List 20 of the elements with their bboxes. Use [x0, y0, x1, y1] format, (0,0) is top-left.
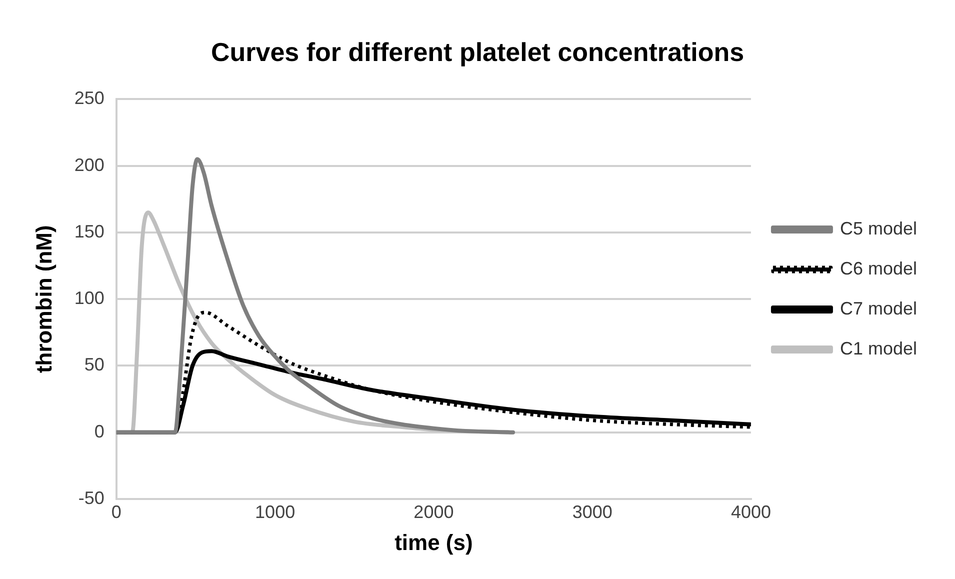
- x-tick-label: 1000: [255, 502, 296, 522]
- y-tick-label: 0: [94, 421, 104, 442]
- legend-label: C1 model: [840, 338, 918, 358]
- chart-title: Curves for different platelet concentrations: [210, 36, 744, 67]
- x-tick-label: 3000: [572, 502, 612, 522]
- x-tick-label: 4000: [730, 502, 771, 522]
- y-tick-label: 150: [74, 221, 104, 242]
- y-tick-label: -50: [78, 488, 104, 508]
- legend-label: C6 model: [840, 258, 918, 278]
- x-tick-label: 2000: [414, 502, 454, 522]
- y-tick-label: 250: [74, 88, 104, 108]
- y-tick-label: 200: [74, 154, 104, 175]
- x-axis-title: time (s): [394, 530, 473, 555]
- y-axis-title: thrombin (nM): [31, 225, 56, 374]
- y-tick-label: 50: [84, 354, 104, 375]
- legend-label: C7 model: [840, 298, 918, 318]
- x-tick-label: 0: [111, 502, 122, 522]
- y-tick-label: 100: [74, 288, 104, 308]
- line-series: [116, 157, 516, 434]
- legend-label: C5 model: [840, 218, 918, 238]
